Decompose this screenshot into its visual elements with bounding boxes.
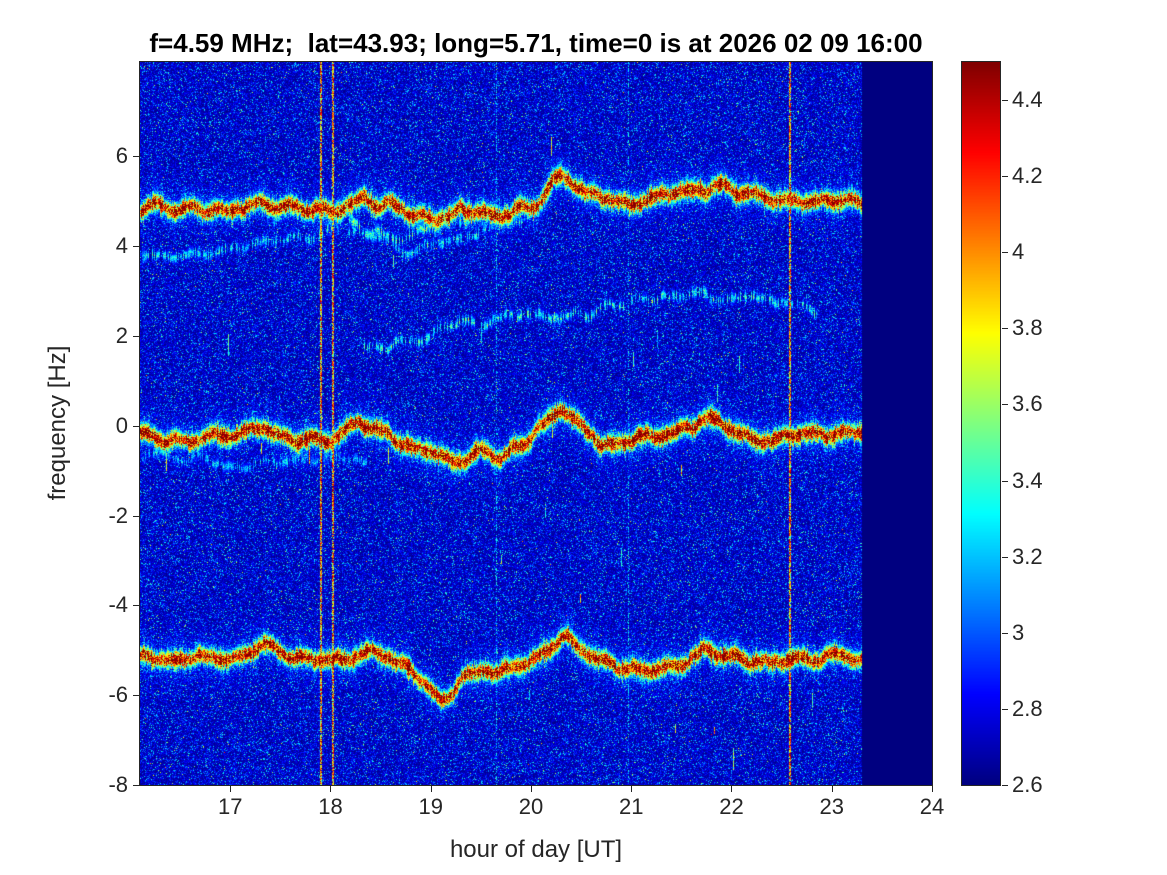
- colorbar-tick-mark: [1002, 404, 1008, 406]
- y-tick-label: 4: [115, 233, 128, 259]
- x-tick-label: 22: [719, 794, 744, 819]
- x-tick-label: 17: [217, 794, 243, 819]
- colorbar-tick-mark: [1002, 556, 1008, 558]
- colorbar-tick-mark: [1002, 632, 1008, 634]
- y-tick-label: -8: [108, 772, 128, 797]
- x-tick-mark: [631, 786, 633, 792]
- x-tick-mark: [230, 786, 232, 792]
- x-tick-mark: [330, 786, 332, 792]
- chart-title: f=4.59 MHz; lat=43.93; long=5.71, time=0…: [149, 28, 923, 58]
- y-tick-mark: [133, 695, 139, 697]
- y-tick-mark: [133, 605, 139, 607]
- colorbar-tick-label: 4.2: [1012, 163, 1043, 189]
- x-tick-label: 24: [919, 794, 945, 819]
- colorbar-tick-label: 4.4: [1012, 87, 1043, 113]
- colorbar-tick-mark: [1002, 252, 1008, 254]
- x-tick-mark: [831, 786, 833, 792]
- colorbar-tick-label: 3.4: [1012, 467, 1043, 493]
- y-tick-label: -2: [108, 502, 128, 528]
- colorbar-tick-label: 3.8: [1012, 315, 1043, 341]
- x-tick-label: 21: [618, 794, 644, 819]
- y-tick-label: -6: [108, 682, 128, 708]
- colorbar-tick-mark: [1002, 100, 1008, 102]
- y-tick-label: 6: [115, 143, 128, 169]
- x-tick-label: 23: [819, 794, 844, 819]
- colorbar-tick-label: 2.6: [1012, 772, 1043, 797]
- x-tick-mark: [430, 786, 432, 792]
- colorbar-tick-mark: [1002, 328, 1008, 330]
- colorbar-tick-mark: [1002, 708, 1008, 710]
- colorbar-tick-label: 3: [1012, 619, 1025, 645]
- y-tick-mark: [133, 246, 139, 248]
- colorbar-tick-label: 4: [1012, 239, 1025, 265]
- y-tick-label: 0: [115, 412, 128, 438]
- colorbar-tick-mark: [1002, 480, 1008, 482]
- x-tick-mark: [530, 786, 532, 792]
- colorbar-tick-label: 3.6: [1012, 391, 1043, 417]
- x-tick-label: 19: [418, 794, 443, 819]
- spectrogram-plot: [139, 61, 933, 786]
- x-tick-label: 20: [518, 794, 544, 819]
- colorbar: [961, 61, 1001, 786]
- y-tick-mark: [133, 515, 139, 517]
- y-tick-mark: [133, 425, 139, 427]
- x-tick-mark: [932, 786, 933, 792]
- colorbar-tick-label: 3.2: [1012, 543, 1043, 569]
- x-tick-mark: [731, 786, 733, 792]
- y-tick-label: -4: [108, 592, 128, 618]
- y-tick-mark: [133, 156, 139, 158]
- colorbar-tick-mark: [1002, 176, 1008, 178]
- x-axis-label: hour of day [UT]: [449, 836, 623, 863]
- colorbar-tick-label: 2.8: [1012, 695, 1043, 721]
- colorbar-tick-mark: [1002, 785, 1008, 786]
- y-tick-mark: [133, 335, 139, 337]
- spectrogram-heatmap-canvas: [140, 62, 932, 785]
- colorbar-gradient-canvas: [962, 62, 1000, 785]
- y-tick-label: 2: [115, 322, 128, 348]
- y-tick-mark: [133, 785, 139, 786]
- x-tick-label: 18: [318, 794, 343, 819]
